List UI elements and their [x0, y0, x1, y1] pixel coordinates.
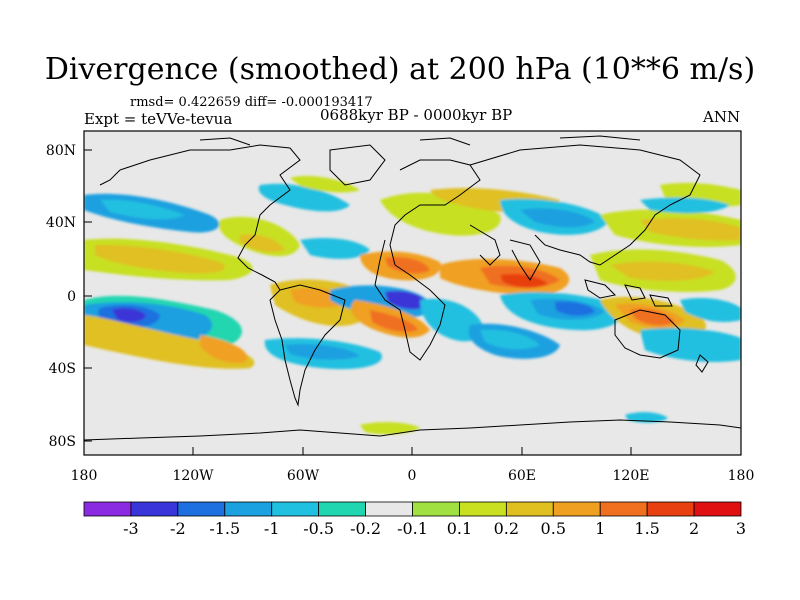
colorbar-swatch: [599, 501, 648, 517]
colorbar-label: -0.1: [397, 519, 428, 538]
colorbar-swatch: [459, 501, 507, 517]
colorbar-swatch: [130, 501, 179, 517]
lon-tick-120w: 120W: [172, 468, 214, 484]
colorbar-swatch: [271, 501, 320, 517]
colorbar-label: -0.5: [303, 519, 334, 538]
lon-axis: 180 120W 60W 0 60E 120E 180: [71, 447, 755, 484]
colorbar-swatch: [318, 501, 366, 517]
colorbar-label: -2: [170, 519, 186, 538]
colorbar-label: 1: [595, 519, 605, 538]
experiment-label: Expt = teVVe-tevua: [84, 110, 233, 128]
colorbar: -3 -2 -1.5 -1 -0.5 -0.2 -0.1 0.1 0.2 0.5 1 1.5 2 3: [83, 501, 746, 538]
lat-tick-40s: 40S: [49, 361, 76, 377]
lon-tick-0: 0: [408, 468, 417, 484]
colorbar-label: -3: [123, 519, 139, 538]
coastlines: [84, 135, 741, 441]
colorbar-label: 2: [689, 519, 699, 538]
colorbar-swatch: [412, 501, 460, 517]
lon-tick-60w: 60W: [287, 468, 320, 484]
colorbar-swatch: [365, 501, 413, 517]
lon-tick-180w: 180: [71, 468, 98, 484]
colorbar-label: -0.2: [350, 519, 381, 538]
colorbar-swatch: [552, 501, 601, 517]
period-label: 0688kyr BP - 0000kyr BP: [320, 106, 513, 124]
stats-text: rmsd= 0.422659 diff= -0.000193417: [130, 95, 373, 110]
lat-axis: 80N 40N 0 40S 80S: [46, 143, 92, 450]
colorbar-label: 0.5: [541, 519, 566, 538]
lon-tick-60e: 60E: [508, 468, 536, 484]
season-label: ANN: [703, 108, 741, 126]
colorbar-swatch: [177, 501, 226, 517]
colorbar-swatch: [693, 501, 742, 517]
colorbar-label: 0.1: [447, 519, 472, 538]
lat-tick-80n: 80N: [46, 143, 76, 159]
colorbar-label: 1.5: [634, 519, 659, 538]
colorbar-swatch: [224, 501, 273, 517]
colorbar-label: -1: [264, 519, 280, 538]
colorbar-swatch: [646, 501, 695, 517]
chart-title: Divergence (smoothed) at 200 hPa (10**6 …: [44, 52, 756, 87]
lat-tick-80s: 80S: [49, 434, 76, 450]
lat-tick-0: 0: [67, 289, 76, 305]
lat-tick-40n: 40N: [46, 215, 76, 231]
lon-tick-180e: 180: [728, 468, 755, 484]
colorbar-label: 3: [736, 519, 746, 538]
colorbar-swatch: [83, 501, 132, 517]
lon-tick-120e: 120E: [613, 468, 650, 484]
colorbar-label: 0.2: [494, 519, 519, 538]
colorbar-label: -1.5: [209, 519, 240, 538]
divergence-field: [84, 175, 741, 435]
colorbar-swatch: [505, 501, 554, 517]
